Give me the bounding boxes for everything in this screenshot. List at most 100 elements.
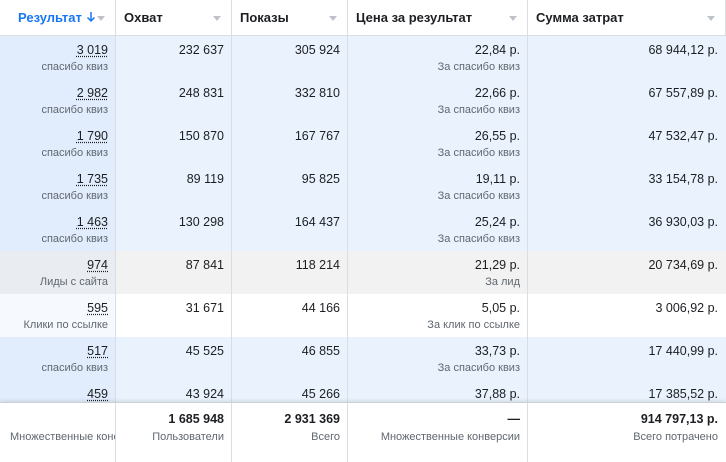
cell-value: 67 557,89 р. xyxy=(648,86,718,100)
cell-value: 20 734,69 р. xyxy=(648,258,718,272)
result-col-tint xyxy=(0,165,116,208)
cell-value: 130 298 xyxy=(178,215,224,229)
column-divider xyxy=(115,403,116,462)
result-value[interactable]: 1 463 xyxy=(76,215,108,229)
cell-value: 26,55 р. xyxy=(474,129,520,143)
column-header[interactable]: Сумма затрат xyxy=(528,0,726,36)
column-header[interactable]: Результат xyxy=(0,0,116,36)
cell-value: 17 440,99 р. xyxy=(648,344,718,358)
result-value[interactable]: 595 xyxy=(87,301,108,315)
cell-value: 47 532,47 р. xyxy=(648,129,718,143)
header-text: Результат xyxy=(18,10,82,25)
cell-label: спасибо квиз xyxy=(41,233,108,245)
column-divider xyxy=(527,36,528,402)
result-value[interactable]: 1 735 xyxy=(76,172,108,186)
cell-value: 167 767 xyxy=(294,129,340,143)
cell-value: 22,84 р. xyxy=(474,43,520,57)
cell-value: 37,88 р. xyxy=(474,387,520,401)
column-header[interactable]: Охват xyxy=(116,0,232,36)
cell-label: За спасибо квиз xyxy=(437,190,520,202)
cell-value: 87 841 xyxy=(185,258,224,272)
result-value[interactable]: 459 xyxy=(87,387,108,401)
column-divider xyxy=(527,403,528,462)
column-divider xyxy=(115,36,116,402)
cell-value: 95 825 xyxy=(301,172,340,186)
cell-value: 248 831 xyxy=(178,86,224,100)
row-bg xyxy=(0,337,726,380)
dropdown-caret[interactable] xyxy=(213,16,221,21)
cell-value: 22,66 р. xyxy=(474,86,520,100)
result-value[interactable]: 517 xyxy=(87,344,108,358)
cell-value: 19,11 р. xyxy=(475,172,520,186)
total-value: 914 797,13 р. xyxy=(640,412,718,426)
total-label: Пользователи xyxy=(152,431,224,443)
cell-label: Клики по ссылке xyxy=(23,319,109,331)
cell-label: спасибо квиз xyxy=(41,362,108,374)
header-text: Показы xyxy=(240,10,289,25)
total-value: 1 685 948 xyxy=(168,412,224,426)
total-label: Всего xyxy=(311,431,340,443)
cell-value: 44 166 xyxy=(301,301,340,315)
dropdown-caret[interactable] xyxy=(509,16,517,21)
result-value[interactable]: 2 982 xyxy=(76,86,108,100)
cell-label: спасибо квиз xyxy=(41,190,108,202)
cell-value: 36 930,03 р. xyxy=(648,215,718,229)
cell-value: 46 855 xyxy=(301,344,340,358)
dropdown-caret[interactable] xyxy=(329,16,337,21)
table-footer: Множественные коне 1 685 948 Пользователи 2… xyxy=(0,402,726,462)
cell-value: 118 214 xyxy=(295,258,340,272)
header-text: Охват xyxy=(124,10,163,25)
total-value: 2 931 369 xyxy=(284,412,340,426)
total-label: Множественные коне xyxy=(10,431,116,443)
row-bg xyxy=(0,208,726,251)
header-text: Сумма затрат xyxy=(536,10,624,25)
cell-value: 150 870 xyxy=(178,129,224,143)
sort-arrow xyxy=(86,12,95,23)
cell-value: 232 637 xyxy=(178,43,224,57)
cell-label: За спасибо квиз xyxy=(437,104,520,116)
result-col-tint xyxy=(0,208,116,251)
column-divider xyxy=(347,403,348,462)
dropdown-caret[interactable] xyxy=(97,16,105,21)
cell-label: спасибо квиз xyxy=(41,61,108,73)
cell-value: 332 810 xyxy=(294,86,340,100)
cell-value: 21,29 р. xyxy=(474,258,520,272)
cell-value: 89 119 xyxy=(186,172,224,186)
cell-label: За спасибо квиз xyxy=(437,362,520,374)
result-value[interactable]: 974 xyxy=(87,258,108,272)
row-bg xyxy=(0,36,726,79)
row-bg xyxy=(0,251,726,294)
cell-label: Лиды с сайта xyxy=(39,276,108,288)
cell-value: 45 525 xyxy=(185,344,224,358)
row-bg xyxy=(0,165,726,208)
column-header[interactable]: Цена за результат xyxy=(348,0,528,36)
result-value[interactable]: 1 790 xyxy=(76,129,108,143)
row-bg xyxy=(0,122,726,165)
cell-value: 68 944,12 р. xyxy=(648,43,718,57)
cell-label: За спасибо квиз xyxy=(437,233,520,245)
result-value[interactable]: 3 019 xyxy=(76,43,108,57)
cell-value: 33,73 р. xyxy=(474,344,520,358)
total-label: Всего потрачено xyxy=(633,431,718,443)
result-col-tint xyxy=(0,294,116,337)
cell-value: 17 385,52 р. xyxy=(648,387,718,401)
result-col-tint xyxy=(0,122,116,165)
cell-value: 31 671 xyxy=(185,301,224,315)
total-value: — xyxy=(507,412,521,426)
cell-value: 3 006,92 р. xyxy=(655,301,718,315)
column-divider xyxy=(231,403,232,462)
cell-label: За лид xyxy=(485,276,520,288)
cell-label: За спасибо квиз xyxy=(437,147,520,159)
column-divider xyxy=(231,36,232,402)
result-col-tint xyxy=(0,36,116,79)
cell-value: 45 266 xyxy=(301,387,340,401)
column-header[interactable]: Показы xyxy=(232,0,348,36)
row-bg xyxy=(0,79,726,122)
cell-value: 305 924 xyxy=(294,43,340,57)
dropdown-caret[interactable] xyxy=(707,16,715,21)
cell-value: 5,05 р. xyxy=(481,301,520,315)
row-bg xyxy=(0,294,726,337)
cell-value: 164 437 xyxy=(294,215,340,229)
cell-label: За спасибо квиз xyxy=(437,61,520,73)
